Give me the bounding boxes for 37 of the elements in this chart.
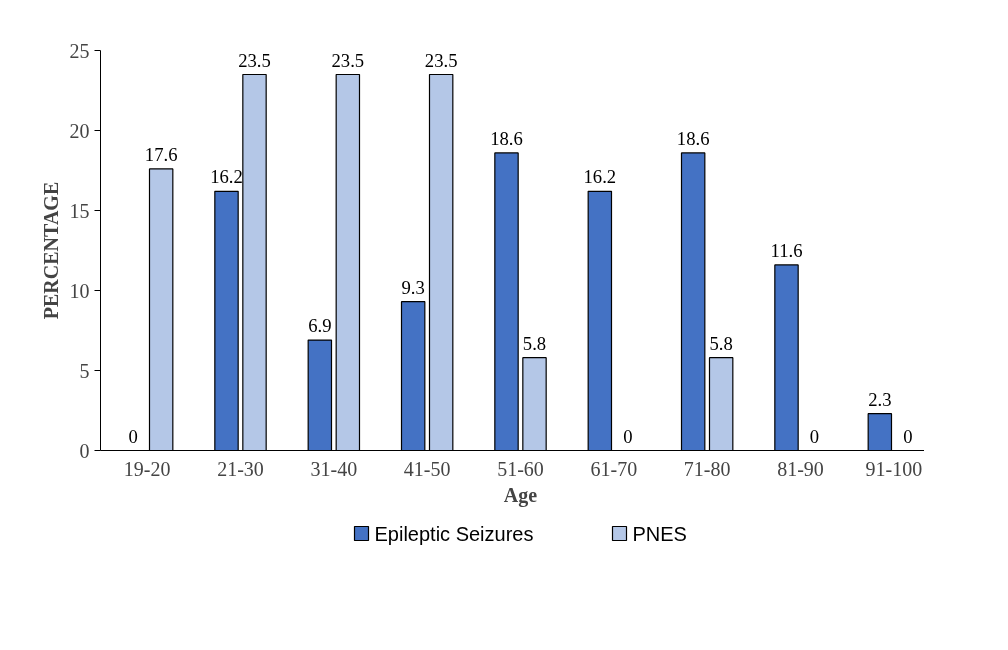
y-tick-label: 20 xyxy=(69,119,90,142)
data-label: 23.5 xyxy=(238,49,271,71)
legend-label: Epileptic Seizures xyxy=(374,522,534,545)
y-tick-label: 5 xyxy=(79,359,90,382)
x-tick-label: 31-40 xyxy=(310,457,358,480)
x-tick-label: 19-20 xyxy=(123,457,171,480)
data-label: 9.3 xyxy=(401,276,425,298)
data-label: 2.3 xyxy=(868,388,892,410)
y-tick-label: 0 xyxy=(79,439,90,462)
x-tick-label: 41-50 xyxy=(403,457,451,480)
data-label: 16.2 xyxy=(210,166,243,188)
x-tick-label: 71-80 xyxy=(683,457,731,480)
x-tick-label: 51-60 xyxy=(497,457,544,480)
data-label: 17.6 xyxy=(144,143,178,165)
data-label: 18.6 xyxy=(676,127,710,149)
data-label: 0 xyxy=(903,425,913,447)
data-label: 0 xyxy=(128,425,138,447)
x-tick-label: 91-100 xyxy=(865,457,923,480)
data-label: 11.6 xyxy=(770,239,803,261)
x-tick-label: 81-90 xyxy=(777,457,824,480)
data-label: 0 xyxy=(809,425,820,447)
data-label: 0 xyxy=(623,425,633,447)
x-tick-label: 21-30 xyxy=(217,457,264,480)
data-label: 18.6 xyxy=(490,127,523,149)
y-tick-label: 25 xyxy=(69,39,90,62)
x-axis-title: Age xyxy=(503,483,538,507)
legend-label: PNES xyxy=(632,522,687,545)
data-label: 5.8 xyxy=(522,332,547,354)
data-label: 5.8 xyxy=(709,332,733,354)
data-label: 16.2 xyxy=(583,166,617,188)
x-tick-label: 61-70 xyxy=(590,457,638,480)
data-label: 23.5 xyxy=(424,49,458,71)
data-label: 23.5 xyxy=(331,49,365,71)
y-tick-label: 10 xyxy=(69,279,90,302)
y-axis-title: PERCENTAGE xyxy=(39,181,62,320)
y-tick-label: 15 xyxy=(69,199,90,222)
data-label: 6.9 xyxy=(308,315,332,337)
